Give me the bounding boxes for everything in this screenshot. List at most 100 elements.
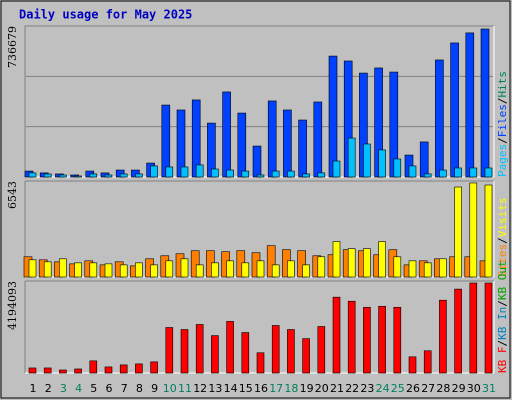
bar [135, 363, 143, 374]
bar [393, 306, 402, 374]
bar [165, 327, 174, 374]
bar [119, 173, 128, 178]
legend-entry: Pages [496, 144, 509, 177]
bar [195, 264, 204, 278]
x-tick-label: 19 [300, 382, 314, 395]
legend: Sites/Visits [496, 198, 509, 278]
bar [469, 167, 478, 178]
legend-separator: / [496, 340, 509, 347]
bar [423, 350, 432, 374]
bar [484, 184, 493, 278]
bar [302, 264, 310, 278]
bar [313, 101, 323, 178]
bar [150, 361, 158, 374]
bar [484, 167, 493, 178]
bar [287, 170, 295, 178]
bar [378, 241, 386, 278]
x-tick-label: 28 [436, 382, 450, 395]
bar [302, 338, 310, 374]
bar [74, 368, 82, 374]
bar [180, 258, 189, 278]
legend-separator: / [496, 98, 509, 105]
bar [104, 263, 113, 278]
x-tick-label: 20 [315, 382, 329, 395]
x-tick-label: 27 [421, 382, 435, 395]
bar [119, 264, 128, 278]
bar [423, 173, 432, 178]
bar [454, 167, 462, 178]
bar [74, 262, 82, 278]
bar [226, 321, 234, 374]
bar [43, 261, 52, 278]
x-tick-label: 10 [163, 382, 177, 395]
bar [226, 169, 234, 178]
bar [408, 165, 417, 178]
bar [363, 306, 371, 374]
x-tick-label: 5 [90, 382, 97, 395]
bar [237, 112, 247, 178]
bar [43, 367, 52, 374]
bar [328, 55, 338, 178]
bar [484, 282, 493, 374]
legend-entry: Sites [496, 244, 509, 277]
x-tick-label: 16 [254, 382, 268, 395]
bar [332, 160, 341, 178]
bar [28, 367, 37, 374]
legend-entry: KB F [496, 347, 509, 374]
bar [297, 250, 306, 278]
x-tick-label: 22 [345, 382, 359, 395]
legend: KB F/KB In/KB Out [496, 260, 509, 373]
x-tick-label: 9 [151, 382, 158, 395]
x-tick-label: 17 [269, 382, 283, 395]
bar [363, 143, 371, 178]
bar [256, 174, 265, 178]
legend-entry: Visits [496, 198, 509, 238]
bar [465, 32, 475, 178]
bar [283, 109, 292, 178]
bar [28, 259, 37, 278]
bar [393, 256, 402, 278]
bar [252, 145, 262, 178]
bar [211, 262, 219, 278]
bar [439, 258, 447, 278]
bar [450, 42, 459, 178]
y-tick-label: 4194093 [6, 281, 19, 330]
bar [43, 173, 52, 178]
bar [104, 366, 113, 374]
x-tick-label: 23 [360, 382, 374, 395]
bar [195, 324, 204, 374]
x-tick-label: 2 [45, 382, 52, 395]
bar [469, 182, 478, 278]
bar [469, 282, 478, 374]
bar [89, 262, 98, 278]
bar [435, 59, 444, 178]
bar [287, 260, 295, 278]
bar [59, 174, 67, 178]
bar [180, 329, 189, 374]
bar [241, 332, 250, 374]
bar [241, 170, 250, 178]
legend-entry: KB Out [496, 260, 509, 300]
bar [347, 248, 356, 278]
bar [419, 141, 429, 178]
x-tick-label: 24 [376, 382, 390, 395]
bar [161, 104, 171, 178]
bar [317, 172, 326, 178]
bar [378, 305, 386, 374]
x-tick-label: 11 [178, 382, 192, 395]
bar [89, 173, 98, 178]
legend-entry: KB In [496, 307, 509, 340]
x-tick-label: 31 [482, 382, 496, 395]
bar [256, 260, 265, 278]
legend-separator: / [496, 300, 509, 307]
x-tick-label: 8 [136, 382, 143, 395]
bar [74, 175, 82, 178]
bar [195, 164, 204, 178]
bar [226, 260, 234, 278]
bar [423, 262, 432, 278]
bar [332, 241, 341, 278]
bar [347, 300, 356, 374]
bar [135, 262, 143, 278]
